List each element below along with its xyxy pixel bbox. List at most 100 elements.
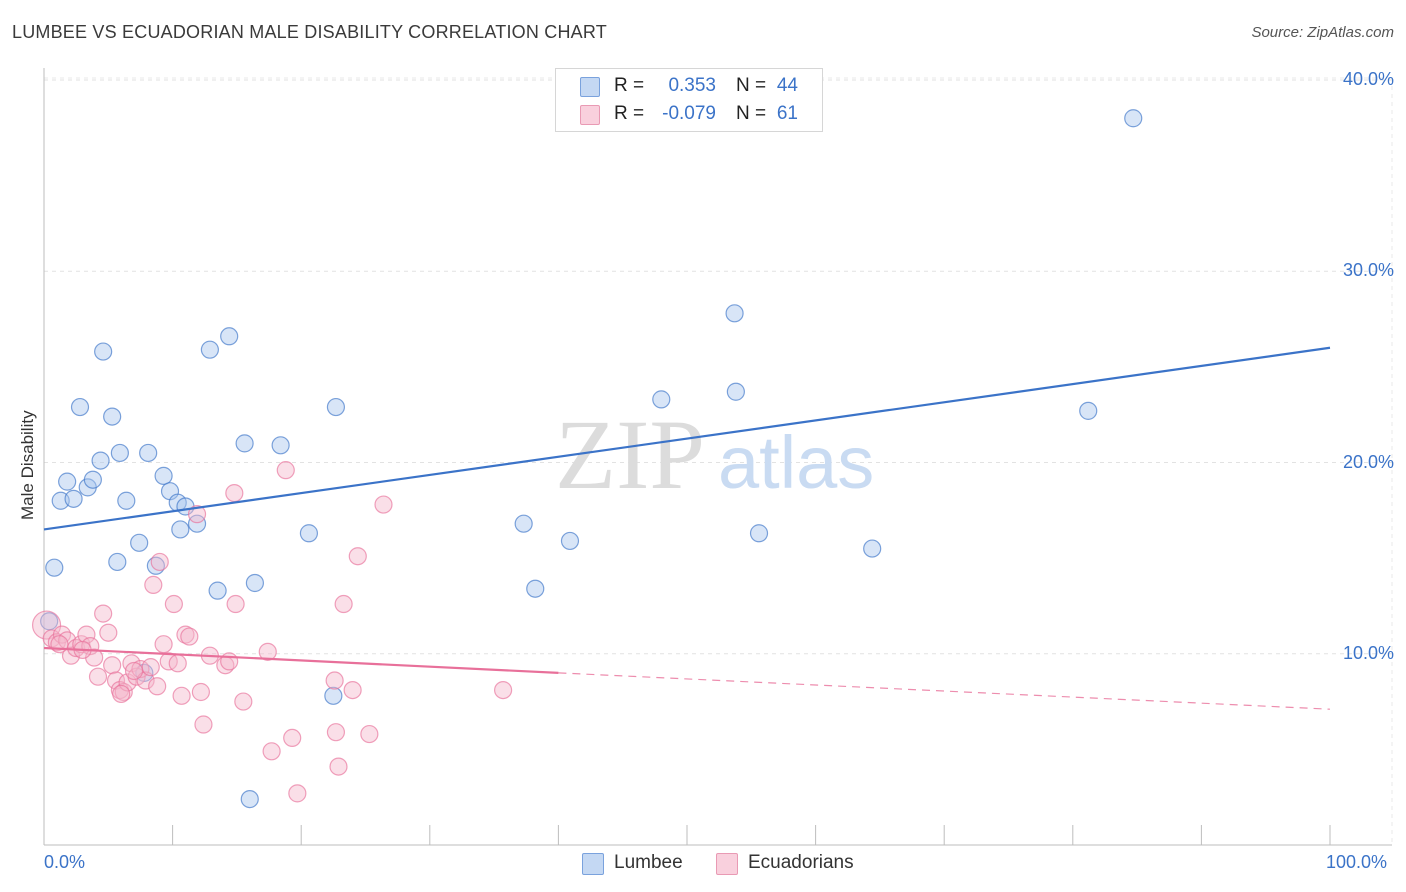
data-point-lumbee bbox=[83, 470, 102, 489]
data-point-lumbee bbox=[171, 520, 190, 539]
data-point-lumbee bbox=[725, 304, 744, 323]
data-point-lumbee bbox=[110, 443, 129, 463]
data-point-ecuadorians bbox=[94, 604, 113, 623]
data-point-lumbee bbox=[863, 539, 882, 558]
stats-box: R = 0.353 N = 44 R = -0.079 N = 61 bbox=[555, 68, 823, 132]
n-value: 61 bbox=[776, 103, 798, 124]
chart-title: LUMBEE VS ECUADORIAN MALE DISABILITY COR… bbox=[12, 22, 607, 42]
lumbee-legend-swatch bbox=[582, 853, 604, 875]
data-point-ecuadorians bbox=[258, 642, 277, 661]
data-point-ecuadorians bbox=[159, 652, 178, 671]
data-point-ecuadorians bbox=[88, 667, 108, 686]
data-point-lumbee bbox=[154, 466, 173, 485]
data-point-ecuadorians bbox=[124, 661, 144, 681]
data-point-lumbee bbox=[130, 533, 149, 552]
watermark-atlas: atlas bbox=[718, 421, 874, 504]
data-point-ecuadorians bbox=[234, 692, 253, 711]
y-tick-label: 40.0% bbox=[1342, 69, 1394, 89]
data-point-lumbee bbox=[103, 407, 122, 426]
data-point-lumbee bbox=[208, 581, 227, 600]
stats-row-ecuadorians: R = -0.079 N = 61 bbox=[556, 101, 822, 129]
legend-label: Lumbee bbox=[614, 852, 683, 873]
data-point-ecuadorians bbox=[194, 715, 213, 734]
data-point-ecuadorians bbox=[343, 680, 362, 700]
data-point-lumbee bbox=[726, 382, 745, 401]
ecuadorians-swatch bbox=[580, 105, 600, 125]
data-point-lumbee bbox=[526, 579, 545, 598]
data-point-ecuadorians bbox=[276, 461, 295, 480]
data-point-lumbee bbox=[749, 524, 769, 543]
data-point-ecuadorians bbox=[494, 680, 513, 700]
data-point-ecuadorians bbox=[191, 682, 210, 702]
data-point-lumbee bbox=[64, 489, 83, 508]
data-point-ecuadorians bbox=[99, 623, 118, 642]
axes bbox=[43, 68, 1392, 846]
data-point-lumbee bbox=[271, 436, 290, 455]
data-point-ecuadorians bbox=[187, 505, 207, 524]
x-tick-max: 100.0% bbox=[1326, 852, 1388, 872]
data-point-lumbee bbox=[58, 472, 77, 491]
data-point-ecuadorians bbox=[283, 728, 302, 748]
data-point-lumbee bbox=[200, 340, 219, 359]
trend-lines bbox=[43, 346, 1331, 710]
data-point-ecuadorians bbox=[118, 673, 137, 692]
data-point-ecuadorians bbox=[325, 671, 344, 690]
data-point-ecuadorians bbox=[144, 575, 163, 595]
data-point-lumbee bbox=[560, 531, 580, 551]
data-point-ecuadorians bbox=[164, 594, 183, 614]
data-point-lumbee bbox=[117, 491, 136, 510]
data-point-lumbee bbox=[324, 686, 343, 705]
data-point-ecuadorians bbox=[360, 724, 379, 744]
y-tick-label: 20.0% bbox=[1342, 451, 1394, 472]
data-point-ecuadorians bbox=[150, 552, 169, 572]
x-tick-min: 0.0% bbox=[44, 852, 86, 872]
data-point-lumbee bbox=[45, 558, 64, 577]
data-point-lumbee bbox=[187, 514, 207, 533]
data-point-lumbee bbox=[91, 451, 110, 470]
y-tick-label: 30.0% bbox=[1342, 260, 1394, 281]
data-point-ecuadorians bbox=[112, 684, 131, 704]
data-point-lumbee bbox=[235, 434, 254, 453]
watermark: ZIP atlas bbox=[555, 399, 874, 510]
data-point-lumbee bbox=[652, 390, 671, 409]
trend-line-ecuadorians bbox=[43, 646, 559, 674]
data-point-ecuadorians bbox=[329, 757, 348, 776]
data-point-lumbee bbox=[220, 327, 239, 346]
data-point-ecuadorians bbox=[262, 742, 281, 761]
data-point-ecuadorians bbox=[288, 784, 307, 803]
data-points bbox=[31, 109, 1143, 809]
data-point-ecuadorians bbox=[114, 682, 133, 702]
data-point-lumbee bbox=[139, 443, 158, 463]
data-point-lumbee bbox=[1124, 109, 1143, 128]
data-point-lumbee bbox=[299, 524, 319, 543]
data-point-lumbee bbox=[240, 789, 259, 809]
data-point-ecuadorians bbox=[154, 635, 173, 654]
data-point-lumbee bbox=[514, 514, 533, 533]
data-point-lumbee bbox=[94, 342, 113, 361]
lumbee-swatch bbox=[580, 77, 600, 97]
data-point-ecuadorians bbox=[103, 656, 122, 675]
r-value: 0.353 bbox=[668, 75, 716, 96]
data-point-lumbee bbox=[70, 397, 90, 417]
n-value: 44 bbox=[776, 75, 798, 96]
n-label: N = bbox=[736, 75, 767, 96]
y-tick-label: 10.0% bbox=[1342, 642, 1394, 663]
ecuadorians-legend-swatch bbox=[716, 853, 738, 875]
data-point-ecuadorians bbox=[141, 658, 160, 677]
r-value: -0.079 bbox=[662, 103, 716, 124]
trend-line-lumbee bbox=[43, 346, 1331, 531]
data-point-lumbee bbox=[108, 552, 127, 572]
data-point-ecuadorians bbox=[225, 484, 244, 503]
data-point-ecuadorians bbox=[226, 594, 245, 614]
legend-label: Ecuadorians bbox=[748, 852, 854, 873]
data-point-ecuadorians bbox=[77, 625, 96, 644]
data-point-ecuadorians bbox=[148, 677, 167, 696]
data-point-ecuadorians bbox=[168, 654, 187, 673]
data-point-ecuadorians bbox=[348, 547, 367, 566]
data-point-ecuadorians bbox=[374, 495, 393, 514]
data-point-ecuadorians bbox=[172, 686, 191, 705]
data-point-lumbee bbox=[326, 397, 346, 417]
data-point-ecuadorians bbox=[220, 652, 239, 671]
r-label: R = bbox=[614, 103, 645, 124]
